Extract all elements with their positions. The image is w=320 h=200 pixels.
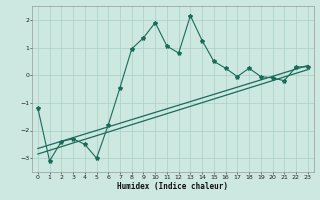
X-axis label: Humidex (Indice chaleur): Humidex (Indice chaleur) [117,182,228,191]
